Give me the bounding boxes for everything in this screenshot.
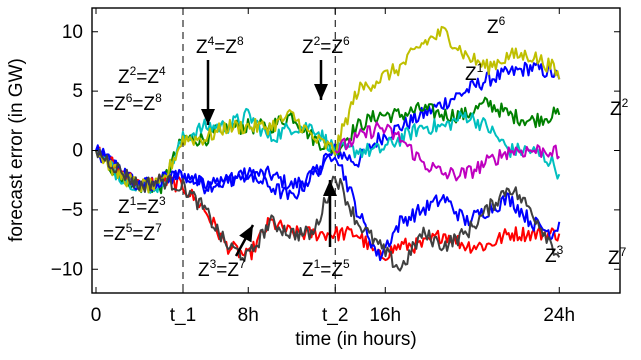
annotation-label-12: Z7​ [608,245,627,269]
annotation-arrow-1 [314,60,328,100]
annotation-label-4: Z4​=Z8​ [196,34,244,58]
annotation-label-7: Z1​=Z5​ [302,257,350,281]
series-line-4 [95,144,561,262]
y-tick-label-4: 10 [62,22,83,43]
x-tick-label-5: 24h [543,305,575,326]
series-line-7 [334,121,561,182]
annotation-arrows [201,60,337,257]
y-tick-label-0: −10 [51,259,83,280]
y-tick-label-1: −5 [61,200,83,221]
y-tick-label-2: 0 [72,141,83,162]
annotation-label-5: Z2​=Z6​ [302,34,350,58]
annotation-label-2: Z1​=Z3​ [118,194,166,218]
x-tick-label-4: 16h [369,305,401,326]
x-tick-label-1: t_1 [170,305,196,326]
series-line-6 [95,148,561,272]
y-axis-title: forecast error (in GW) [6,58,27,242]
axis-ticks: 0 t_1 8h t_2 16h 24h −10 −5 0 5 10 [51,8,620,326]
x-tick-label-3: t_2 [322,305,348,326]
annotations: Z2​=Z4​ =Z6​=Z8​ Z1​=Z3​ =Z5​=Z7​ Z4​=Z8​ Z2​… [103,14,629,281]
series-line-5 [95,25,561,194]
annotation-label-1: =Z6​=Z8​ [103,91,162,115]
annotation-label-10: Z2​ [610,96,629,120]
y-tick-label-3: 5 [72,81,83,102]
annotation-arrow-0 [201,60,215,125]
x-axis-title: time (in hours) [295,329,416,350]
annotation-label-9: Z1​ [465,61,484,85]
x-tick-label-0: 0 [91,305,102,326]
annotation-arrow-3 [234,224,255,257]
x-tick-label-2: 8h [238,305,259,326]
series-layer [95,25,561,272]
annotation-label-3: =Z5​=Z7​ [103,221,162,245]
annotation-arrow-2 [323,180,337,247]
annotation-label-11: Z3​ [545,243,564,267]
annotation-label-6: Z3​=Z7​ [198,257,246,281]
annotation-label-0: Z2​=Z4​ [118,64,166,88]
annotation-label-8: Z6​ [487,14,506,38]
